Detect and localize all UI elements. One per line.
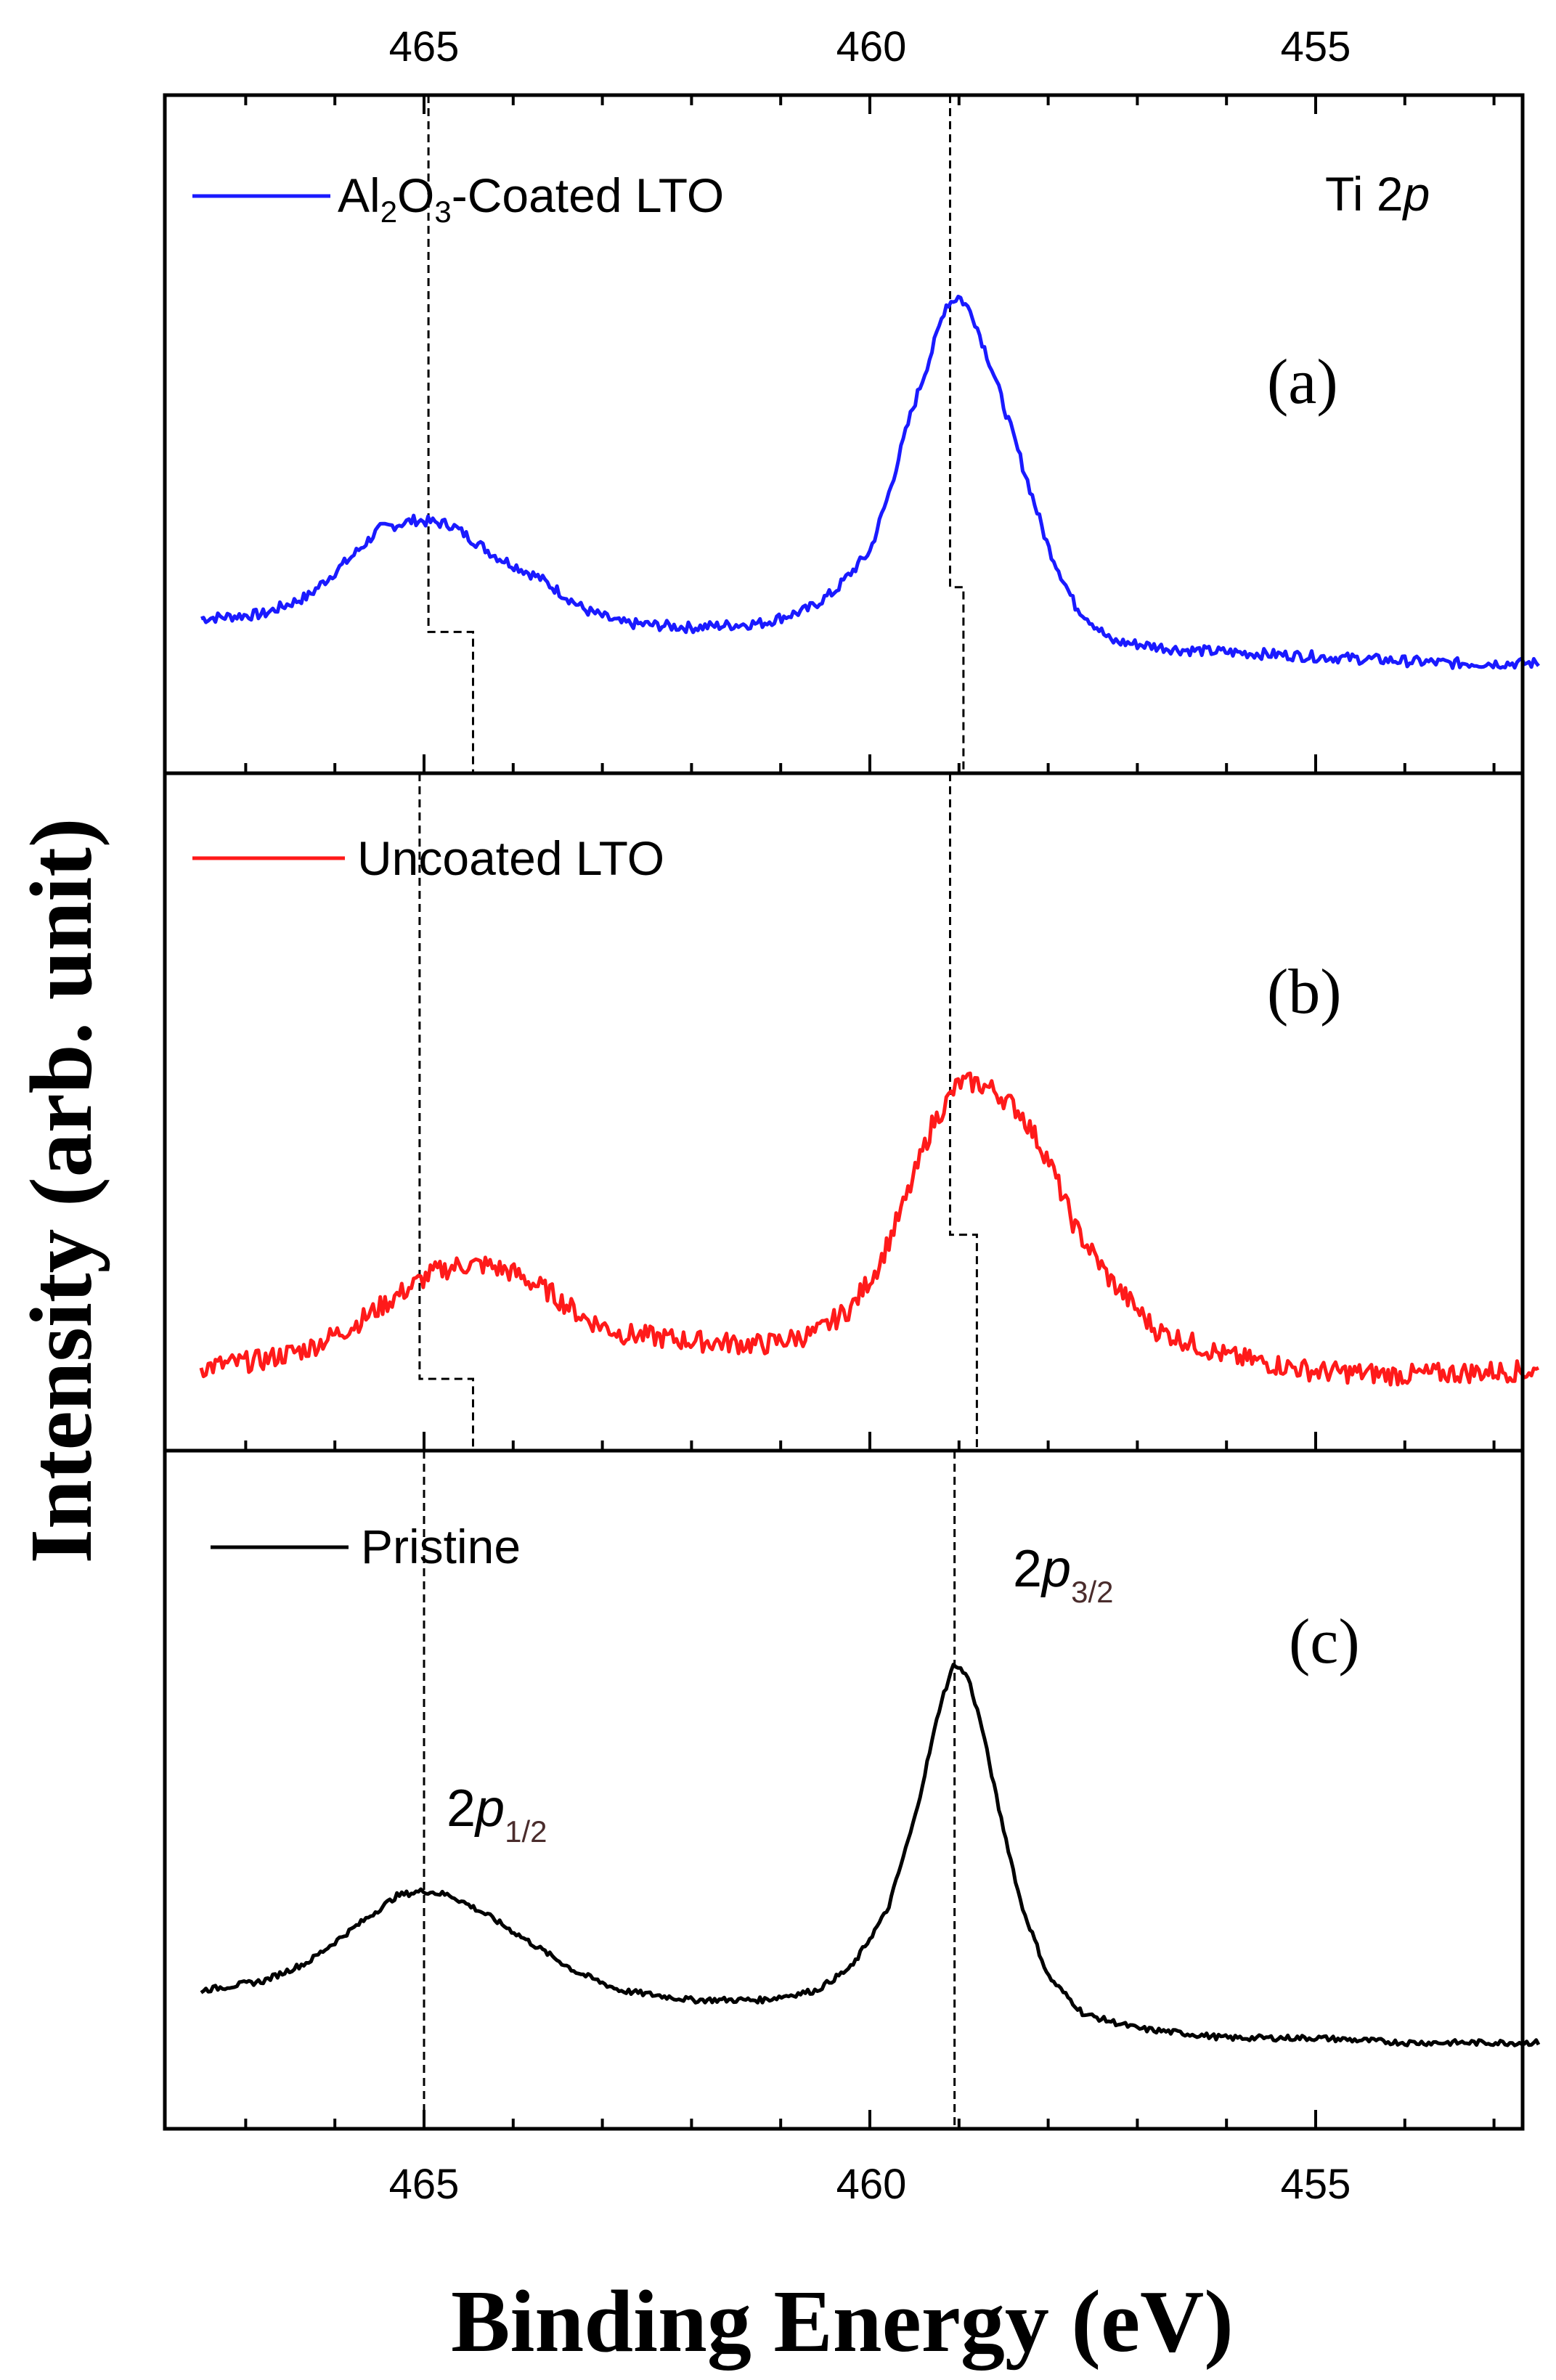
legend-c: Pristine: [211, 1520, 521, 1573]
panel-label-b: (b): [1267, 957, 1342, 1027]
spectrum-curve-b: [199, 1071, 1540, 1387]
top-tick-label: 460: [836, 23, 907, 70]
spectrum-curve-a: [200, 294, 1540, 670]
panel-c: [200, 1451, 1541, 2129]
top-tick-label: 455: [1281, 23, 1351, 70]
legend-label-b: Uncoated LTO: [357, 831, 664, 885]
panel-a: [200, 95, 1540, 773]
spectrum-curve-c: [200, 1663, 1541, 2047]
guide-lines: [423, 1451, 956, 2129]
guide-step: [427, 95, 474, 773]
guide-step: [949, 773, 978, 1451]
guide-step: [418, 773, 474, 1451]
bottom-tick-label: 460: [836, 2161, 907, 2208]
x-axis-title: Binding Energy (eV): [451, 2273, 1234, 2371]
bottom-tick-label: 465: [389, 2161, 460, 2208]
axes-frame: [163, 93, 1525, 2131]
y-axis-title: Intensity (arb. unit): [12, 818, 110, 1564]
guide-step: [949, 95, 965, 773]
legend-label-a: Al2O3-Coated LTO: [338, 168, 724, 229]
legend-b: Uncoated LTO: [192, 831, 664, 885]
bottom-tick-labels: 465 460 455: [389, 2161, 1351, 2208]
panel-b: [199, 773, 1540, 1451]
panel-label-a: (a): [1267, 347, 1338, 417]
panel-frame: [163, 1448, 1525, 2131]
bottom-tick-label: 455: [1281, 2161, 1351, 2208]
panel-label-c: (c): [1289, 1607, 1360, 1677]
top-tick-label: 465: [389, 23, 460, 70]
top-tick-labels: 465 460 455: [389, 23, 1351, 70]
element-label: Ti 2p: [1325, 167, 1430, 221]
peak-label-2p1-2: 2p1/2: [447, 1780, 547, 1849]
guide-lines: [418, 773, 978, 1451]
peak-label-2p3-2: 2p3/2: [1013, 1540, 1113, 1609]
legend-a: Al2O3-Coated LTO: [192, 168, 724, 229]
legend-label-c: Pristine: [361, 1520, 521, 1573]
guide-lines: [427, 95, 965, 773]
